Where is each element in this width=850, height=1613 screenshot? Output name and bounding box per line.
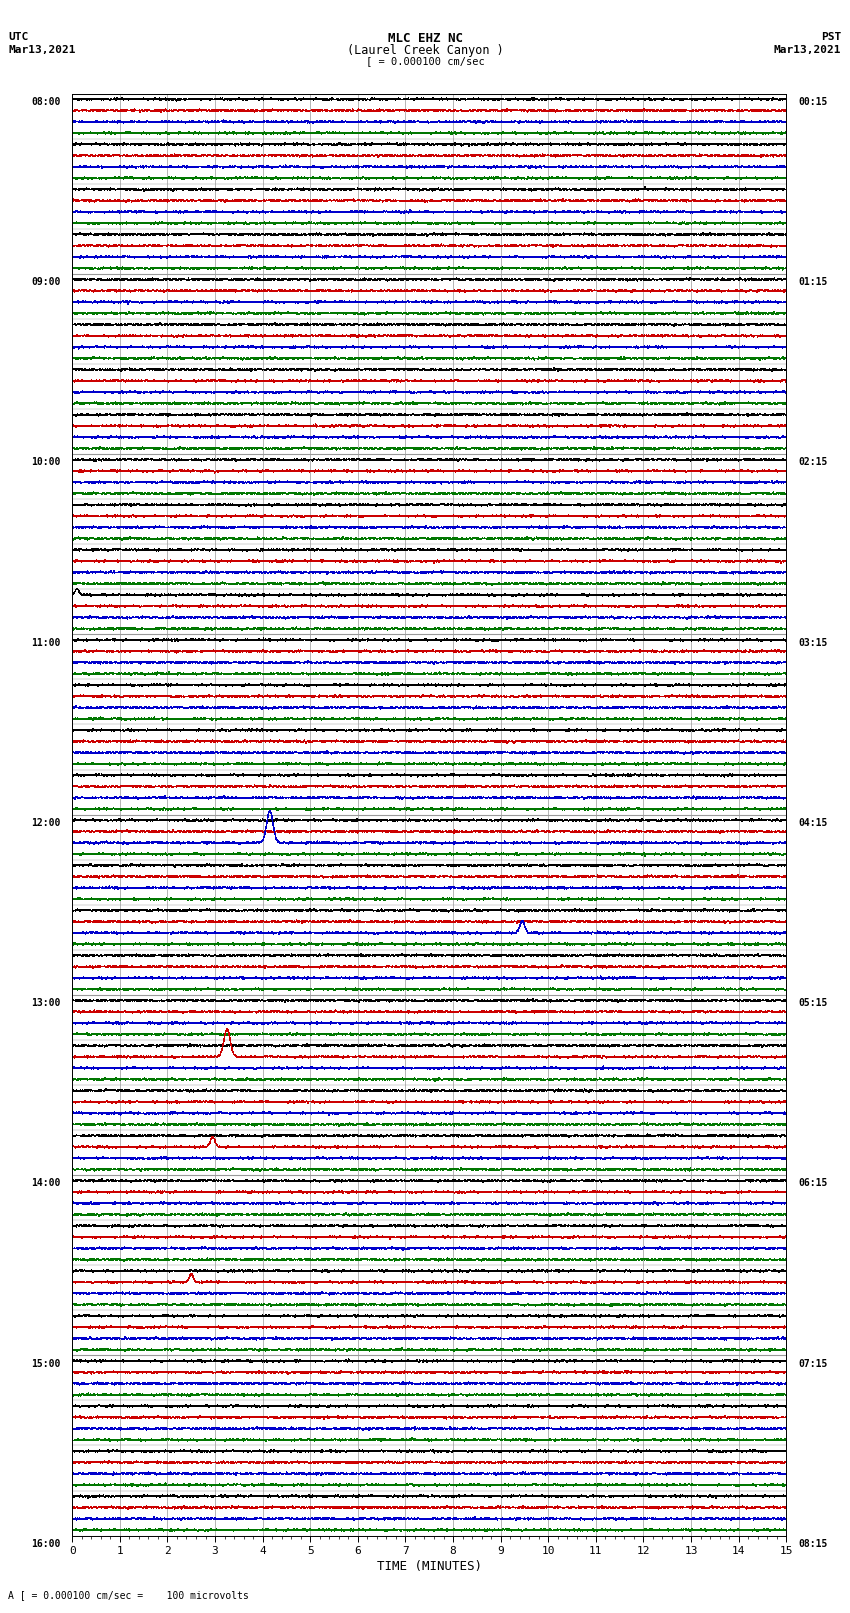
- Text: 11:00: 11:00: [31, 637, 60, 648]
- Text: 08:00: 08:00: [31, 97, 60, 106]
- Text: 12:00: 12:00: [31, 818, 60, 827]
- Text: 14:00: 14:00: [31, 1179, 60, 1189]
- Text: 03:15: 03:15: [798, 637, 828, 648]
- Text: 05:15: 05:15: [798, 998, 828, 1008]
- Text: 13:00: 13:00: [31, 998, 60, 1008]
- Text: 08:15: 08:15: [798, 1539, 828, 1548]
- Text: 07:15: 07:15: [798, 1358, 828, 1369]
- Text: Mar13,2021: Mar13,2021: [774, 45, 842, 55]
- Text: PST: PST: [821, 32, 842, 42]
- Text: 16:00: 16:00: [31, 1539, 60, 1548]
- Text: (Laurel Creek Canyon ): (Laurel Creek Canyon ): [347, 44, 503, 56]
- Text: MLC EHZ NC: MLC EHZ NC: [388, 32, 462, 45]
- X-axis label: TIME (MINUTES): TIME (MINUTES): [377, 1560, 482, 1573]
- Text: A [ = 0.000100 cm/sec =    100 microvolts: A [ = 0.000100 cm/sec = 100 microvolts: [8, 1590, 249, 1600]
- Text: 06:15: 06:15: [798, 1179, 828, 1189]
- Text: 00:15: 00:15: [798, 97, 828, 106]
- Text: 04:15: 04:15: [798, 818, 828, 827]
- Text: 01:15: 01:15: [798, 277, 828, 287]
- Text: 02:15: 02:15: [798, 458, 828, 468]
- Text: Mar13,2021: Mar13,2021: [8, 45, 76, 55]
- Text: 15:00: 15:00: [31, 1358, 60, 1369]
- Text: [ = 0.000100 cm/sec: [ = 0.000100 cm/sec: [366, 56, 484, 66]
- Text: UTC: UTC: [8, 32, 29, 42]
- Text: 09:00: 09:00: [31, 277, 60, 287]
- Text: 10:00: 10:00: [31, 458, 60, 468]
